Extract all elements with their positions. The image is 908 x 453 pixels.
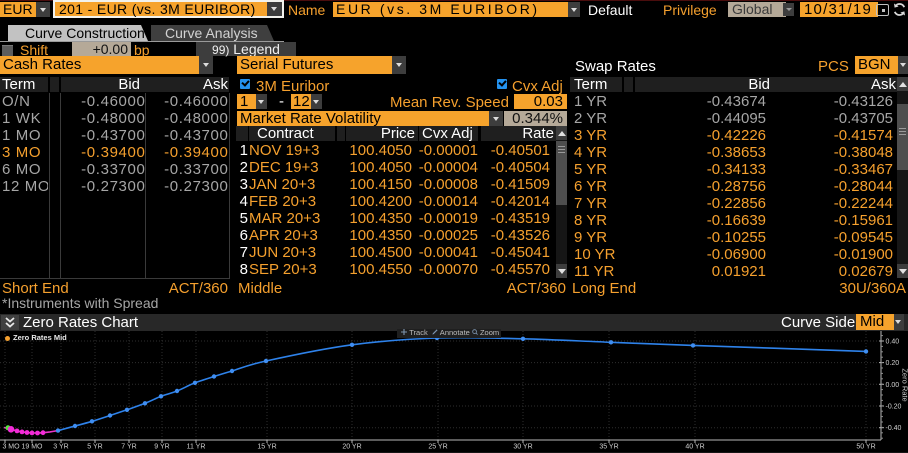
svg-text:Zero Rate: Zero Rate: [901, 368, 908, 401]
svg-text:35 YR: 35 YR: [599, 444, 618, 451]
svg-text:50 YR: 50 YR: [856, 444, 875, 451]
svg-text:5 YR: 5 YR: [87, 444, 102, 451]
svg-text:-0.40: -0.40: [886, 425, 902, 432]
svg-text:3 YR: 3 YR: [53, 444, 68, 451]
svg-text:-0.20: -0.20: [886, 404, 902, 411]
svg-text:7 YR: 7 YR: [121, 444, 136, 451]
svg-text:0.00: 0.00: [886, 382, 900, 389]
svg-text:11 YR: 11 YR: [187, 444, 206, 451]
svg-text:9 YR: 9 YR: [154, 444, 169, 451]
svg-text:0.20: 0.20: [886, 360, 900, 367]
svg-text:15 YR: 15 YR: [257, 444, 276, 451]
svg-text:20 YR: 20 YR: [342, 444, 361, 451]
svg-text:3 MO: 3 MO: [2, 444, 20, 451]
svg-text:30 YR: 30 YR: [513, 444, 532, 451]
svg-text:0.40: 0.40: [886, 339, 900, 346]
svg-text:19 MO: 19 MO: [21, 444, 43, 451]
svg-text:40 YR: 40 YR: [685, 444, 704, 451]
svg-text:25 YR: 25 YR: [428, 444, 447, 451]
